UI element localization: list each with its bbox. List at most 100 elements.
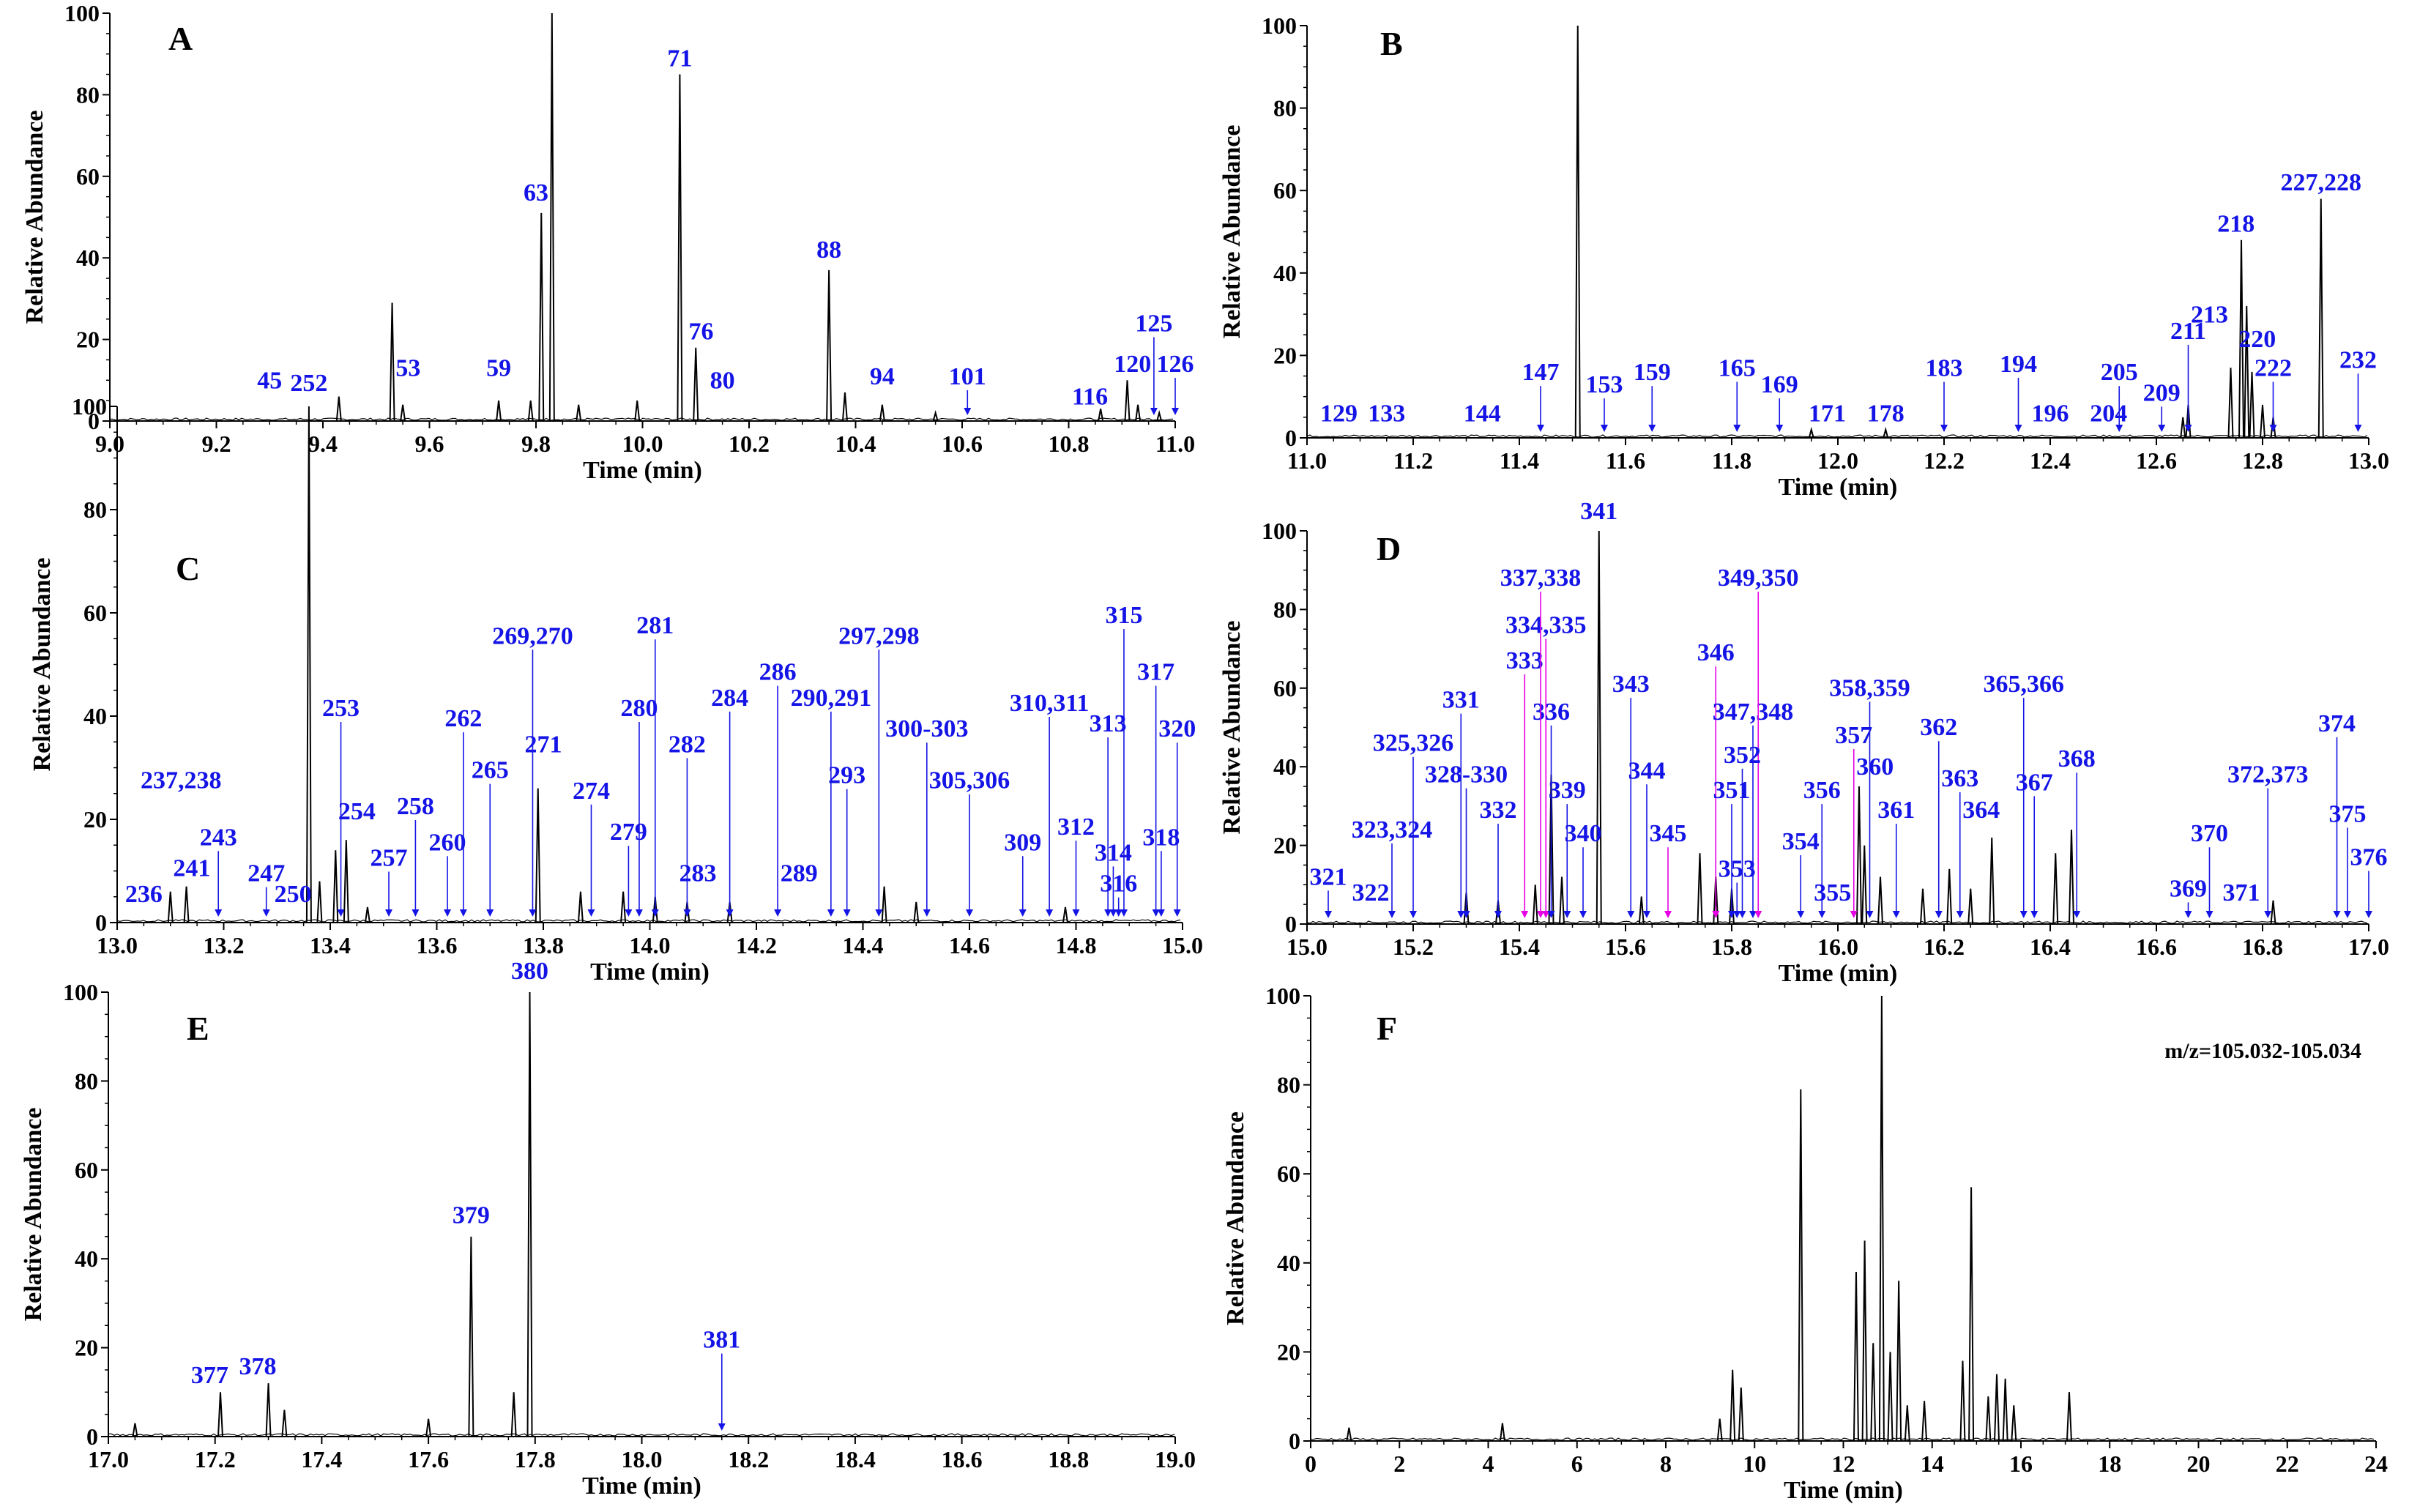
peak-arrowhead (2030, 911, 2038, 918)
peak-label: 237,238 (141, 767, 222, 794)
peak-label: 337,338 (1500, 565, 1582, 592)
y-tick-label: 60 (1273, 177, 1297, 204)
peak-arrowhead (1749, 911, 1757, 918)
peak-label: 343 (1612, 671, 1650, 698)
y-tick-label: 40 (1277, 1250, 1300, 1276)
peak (1716, 1418, 1723, 1442)
peak (1994, 1374, 2000, 1442)
peak-label: 300-303 (885, 715, 968, 742)
peak-label: 312 (1057, 813, 1095, 841)
peak-arrowhead (966, 909, 973, 917)
peak-arrowhead (2158, 425, 2166, 432)
peak (2249, 371, 2255, 439)
peak-label: 280 (620, 695, 658, 722)
x-tick-label: 13.4 (310, 932, 351, 958)
x-tick-label: 14 (1921, 1450, 1944, 1477)
peak-arrowhead (486, 909, 494, 917)
peak-arrowhead (1150, 408, 1158, 415)
peak-arrowhead (1754, 911, 1762, 918)
peak (1499, 1423, 1505, 1442)
peak-label: 120 (1114, 351, 1151, 378)
peak-label: 347,348 (1713, 699, 1794, 726)
peak-arrowhead (2014, 425, 2022, 432)
x-tick-label: 12.0 (1817, 447, 1858, 474)
peak (1946, 868, 1953, 925)
panel-letter: C (176, 550, 200, 587)
x-tick-label: 0 (1305, 1450, 1317, 1477)
peak (316, 881, 323, 923)
peak-label: 165 (1719, 355, 1756, 382)
peak-arrowhead (1537, 425, 1544, 432)
peak-label: 339 (1549, 777, 1586, 804)
peak-arrowhead (1601, 425, 1608, 432)
peak (634, 401, 641, 422)
y-tick-label: 40 (83, 703, 107, 729)
peak (389, 302, 395, 422)
peak-label: 283 (679, 860, 716, 887)
peak (217, 1392, 223, 1437)
peak-label: 364 (1962, 797, 2000, 824)
peak-arrowhead (1712, 911, 1720, 918)
peak-label: 45 (257, 367, 282, 394)
peak (1920, 888, 1926, 925)
peak-arrowhead (683, 909, 691, 917)
peak-label: 274 (573, 778, 610, 805)
x-tick-label: 10.2 (729, 431, 770, 457)
peak-label: 378 (239, 1353, 276, 1380)
peak-label: 281 (636, 612, 674, 639)
y-tick-label: 20 (1273, 833, 1297, 859)
x-tick-label: 9.6 (415, 431, 444, 457)
peak (1697, 853, 1703, 925)
peak-arrowhead (2073, 911, 2081, 918)
y-tick-label: 40 (1273, 260, 1297, 286)
peak (1638, 896, 1645, 925)
panel-letter: F (1377, 1010, 1397, 1047)
peak-arrowhead (2365, 911, 2372, 918)
peak-label: 252 (290, 370, 327, 397)
x-tick-label: 11.0 (1287, 447, 1327, 474)
peak-arrowhead (635, 909, 643, 917)
peak-label: 53 (395, 355, 420, 382)
y-tick-label: 100 (1262, 518, 1297, 544)
x-tick-label: 15.0 (1162, 932, 1203, 958)
peak (1808, 426, 1814, 439)
peak-label: 314 (1095, 839, 1132, 866)
peak-label: 320 (1158, 715, 1196, 742)
peak (1861, 845, 1868, 925)
peak-arrowhead (1325, 911, 1332, 918)
x-tick-label: 13.8 (523, 932, 564, 958)
peak-arrowhead (1104, 909, 1112, 917)
peak-arrowhead (1738, 911, 1746, 918)
peak-arrowhead (2264, 911, 2272, 918)
peak-label: 340 (1565, 820, 1602, 847)
peak-arrowhead (1152, 909, 1160, 917)
y-tick-label: 60 (1277, 1161, 1300, 1187)
peak (1896, 1281, 1902, 1442)
baseline-trace (1310, 1437, 2375, 1441)
peak-label: 265 (472, 757, 509, 784)
y-tick-label: 80 (75, 1068, 98, 1094)
peak-arrowhead (1866, 911, 1874, 918)
peak (881, 886, 887, 923)
peak-label: 316 (1100, 871, 1137, 898)
peak (2270, 900, 2276, 925)
peak-label: 355 (1814, 879, 1851, 906)
peak-arrowhead (2354, 425, 2362, 432)
peak-arrowhead (1494, 911, 1502, 918)
x-tick-label: 20 (2187, 1450, 2211, 1477)
peak-label: 196 (2032, 400, 2069, 427)
y-tick-label: 100 (1265, 983, 1300, 1009)
peak (2227, 368, 2234, 439)
x-tick-label: 16.8 (2242, 934, 2283, 960)
peak (425, 1418, 432, 1437)
peak-label: 243 (200, 824, 237, 851)
x-tick-label: 11.6 (1606, 447, 1645, 474)
peak-arrowhead (718, 1423, 726, 1431)
peak-label: 250 (275, 881, 312, 908)
peak-arrowhead (1733, 911, 1741, 918)
x-tick-label: 11.8 (1712, 447, 1751, 474)
peak-arrowhead (1172, 408, 1179, 415)
peak-arrowhead (1935, 911, 1943, 918)
peak-arrowhead (1643, 911, 1650, 918)
x-tick-label: 14.0 (630, 932, 671, 958)
